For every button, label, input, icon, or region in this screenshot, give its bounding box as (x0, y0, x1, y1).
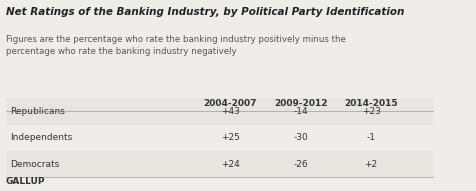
Text: +2: +2 (365, 160, 377, 169)
Text: Net Ratings of the Banking Industry, by Political Party Identification: Net Ratings of the Banking Industry, by … (6, 7, 404, 17)
Text: GALLUP: GALLUP (6, 177, 45, 186)
Text: +24: +24 (221, 160, 239, 169)
Text: Figures are the percentage who rate the banking industry positively minus the
pe: Figures are the percentage who rate the … (6, 35, 346, 56)
Text: 2009-2012: 2009-2012 (274, 99, 327, 108)
Text: -26: -26 (293, 160, 308, 169)
FancyBboxPatch shape (6, 125, 433, 151)
Text: +43: +43 (221, 107, 239, 116)
Text: -1: -1 (367, 133, 376, 142)
Text: Independents: Independents (10, 133, 72, 142)
Text: 2004-2007: 2004-2007 (203, 99, 257, 108)
Text: 2014-2015: 2014-2015 (344, 99, 398, 108)
Text: Democrats: Democrats (10, 160, 60, 169)
Text: Republicans: Republicans (10, 107, 65, 116)
FancyBboxPatch shape (6, 151, 433, 177)
FancyBboxPatch shape (6, 98, 433, 125)
Text: -30: -30 (293, 133, 308, 142)
Text: +23: +23 (362, 107, 380, 116)
Text: -14: -14 (293, 107, 308, 116)
Text: +25: +25 (221, 133, 239, 142)
